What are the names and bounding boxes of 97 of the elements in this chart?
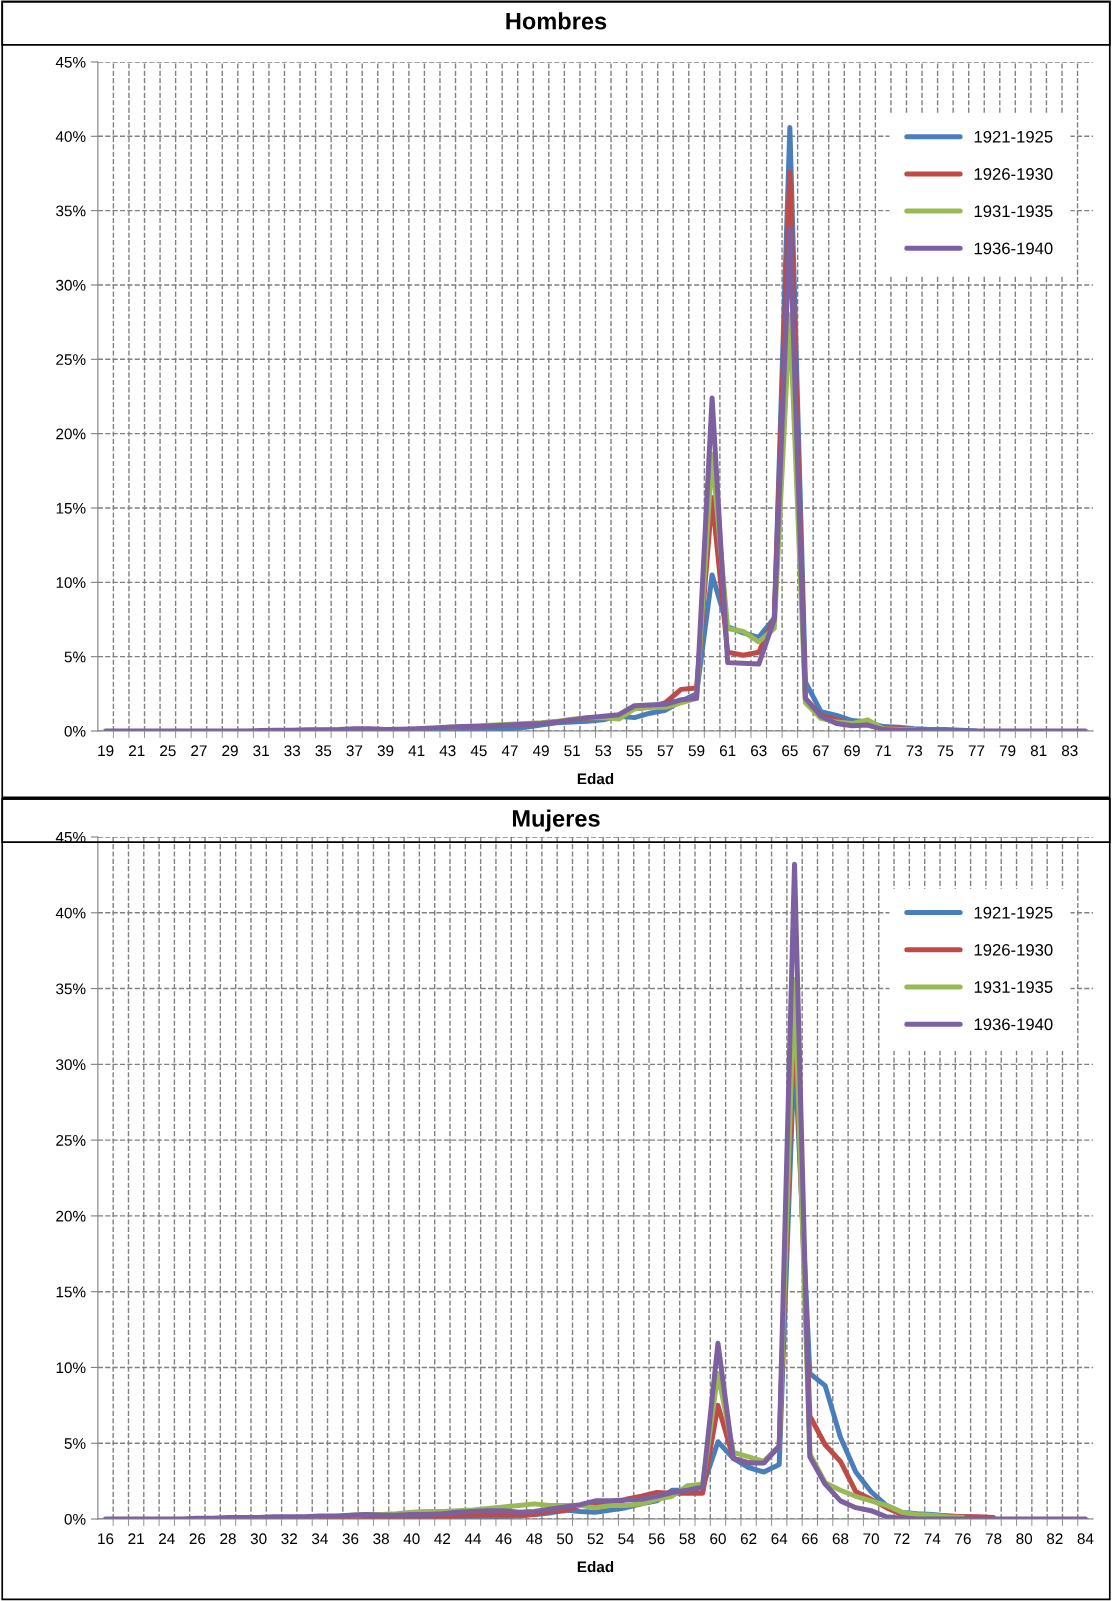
x-tick-label: 33: [284, 745, 301, 757]
x-tick-label: 21: [129, 745, 145, 756]
x-tick-label: 42: [434, 1533, 451, 1544]
x-tick-label: 74: [924, 1533, 941, 1544]
y-tick-label: 20%: [56, 1210, 86, 1222]
x-tick-label: 24: [159, 1533, 175, 1544]
x-tick-label: 81: [1030, 745, 1047, 757]
x-tick-label: 21: [128, 1533, 144, 1544]
legend-label: 1936-1940: [974, 242, 1053, 255]
x-tick-label: 79: [999, 745, 1016, 757]
x-tick-label: 72: [893, 1533, 910, 1544]
y-tick-label: 35%: [56, 983, 86, 995]
x-tick-label: 54: [618, 1533, 635, 1545]
x-tick-label: 70: [863, 1533, 879, 1545]
x-tick-label: 29: [222, 745, 238, 757]
x-tick-label: 84: [1077, 1533, 1094, 1545]
x-tick-label: 59: [688, 745, 705, 757]
x-tick-label: 36: [342, 1533, 359, 1545]
x-tick-label: 32: [281, 1533, 297, 1545]
x-tick-label: 60: [710, 1533, 726, 1545]
x-tick-label: 27: [191, 745, 207, 756]
x-tick-label: 49: [532, 745, 549, 757]
x-tick-label: 68: [832, 1533, 849, 1545]
y-tick-label: 15%: [56, 502, 86, 514]
x-tick-label: 64: [771, 1533, 788, 1545]
y-tick-label: 0%: [64, 725, 86, 737]
x-tick-label: 62: [740, 1533, 757, 1545]
legend-label: 1926-1930: [974, 943, 1053, 956]
legend-label: 1931-1935: [974, 205, 1053, 218]
x-tick-label: 61: [719, 745, 736, 757]
x-tick-label: 52: [587, 1533, 604, 1545]
x-tick-label: 39: [377, 745, 394, 757]
x-tick-label: 55: [626, 745, 643, 757]
x-tick-label: 50: [556, 1533, 573, 1545]
chart-title: Hombres: [506, 12, 607, 30]
x-tick-label: 40: [403, 1533, 420, 1545]
x-tick-label: 47: [501, 745, 518, 756]
x-tick-label: 71: [875, 745, 891, 756]
x-tick-label: 34: [311, 1533, 328, 1545]
y-tick-label: 5%: [64, 1438, 86, 1449]
x-tick-label: 78: [985, 1533, 1002, 1545]
x-tick-label: 19: [98, 745, 114, 757]
x-tick-label: 80: [1016, 1533, 1033, 1545]
y-tick-label: 45%: [55, 831, 86, 843]
x-tick-label: 31: [253, 745, 269, 757]
chart-title: Mujeres: [512, 809, 600, 832]
x-tick-label: 35: [315, 745, 332, 757]
legend-label: 1926-1930: [974, 168, 1053, 180]
x-tick-label: 26: [189, 1533, 206, 1545]
x-tick-label: 41: [408, 745, 425, 756]
x-tick-label: 69: [844, 745, 860, 757]
x-tick-label: 67: [813, 745, 829, 757]
y-tick-label: 20%: [56, 428, 86, 440]
y-tick-label: 35%: [56, 205, 86, 217]
legend-label: 1931-1935: [974, 981, 1053, 993]
x-tick-label: 82: [1046, 1533, 1063, 1545]
y-tick-label: 10%: [56, 577, 86, 589]
x-tick-label: 83: [1061, 745, 1078, 757]
x-tick-label: 37: [346, 745, 363, 757]
y-tick-label: 15%: [56, 1286, 86, 1298]
x-tick-label: 53: [595, 745, 612, 757]
x-axis-title: Edad: [577, 1561, 614, 1573]
x-tick-label: 75: [937, 745, 954, 757]
y-tick-label: 40%: [55, 131, 86, 142]
y-tick-label: 40%: [55, 907, 86, 919]
x-tick-label: 45: [470, 745, 487, 757]
x-tick-label: 77: [968, 745, 985, 756]
y-tick-label: 25%: [56, 1134, 86, 1146]
x-tick-label: 38: [373, 1533, 389, 1545]
x-tick-label: 76: [955, 1533, 971, 1545]
x-tick-label: 56: [648, 1533, 665, 1545]
x-tick-label: 48: [526, 1533, 543, 1545]
x-tick-label: 73: [906, 745, 923, 757]
x-tick-label: 25: [160, 745, 176, 757]
y-tick-label: 30%: [56, 279, 86, 291]
x-tick-label: 46: [495, 1533, 512, 1545]
legend-label: 1921-1925: [974, 130, 1053, 143]
legend-label: 1921-1925: [974, 906, 1053, 919]
x-tick-label: 44: [464, 1533, 482, 1544]
legend-label: 1936-1940: [974, 1018, 1053, 1031]
x-tick-label: 58: [679, 1533, 696, 1545]
x-tick-label: 28: [220, 1533, 236, 1545]
x-tick-label: 16: [98, 1533, 114, 1545]
y-tick-label: 10%: [56, 1362, 86, 1374]
x-tick-label: 51: [564, 745, 580, 757]
y-tick-label: 30%: [56, 1059, 86, 1071]
x-axis-title: Edad: [577, 773, 614, 785]
x-tick-label: 30: [250, 1533, 267, 1545]
y-tick-label: 45%: [55, 56, 86, 68]
y-tick-label: 5%: [64, 651, 86, 663]
y-tick-label: 25%: [56, 354, 86, 365]
x-tick-label: 63: [751, 745, 767, 757]
x-tick-label: 66: [802, 1533, 818, 1545]
x-tick-label: 43: [439, 745, 456, 757]
y-tick-label: 0%: [64, 1513, 86, 1525]
x-tick-label: 57: [657, 745, 674, 757]
x-tick-label: 65: [782, 745, 798, 757]
